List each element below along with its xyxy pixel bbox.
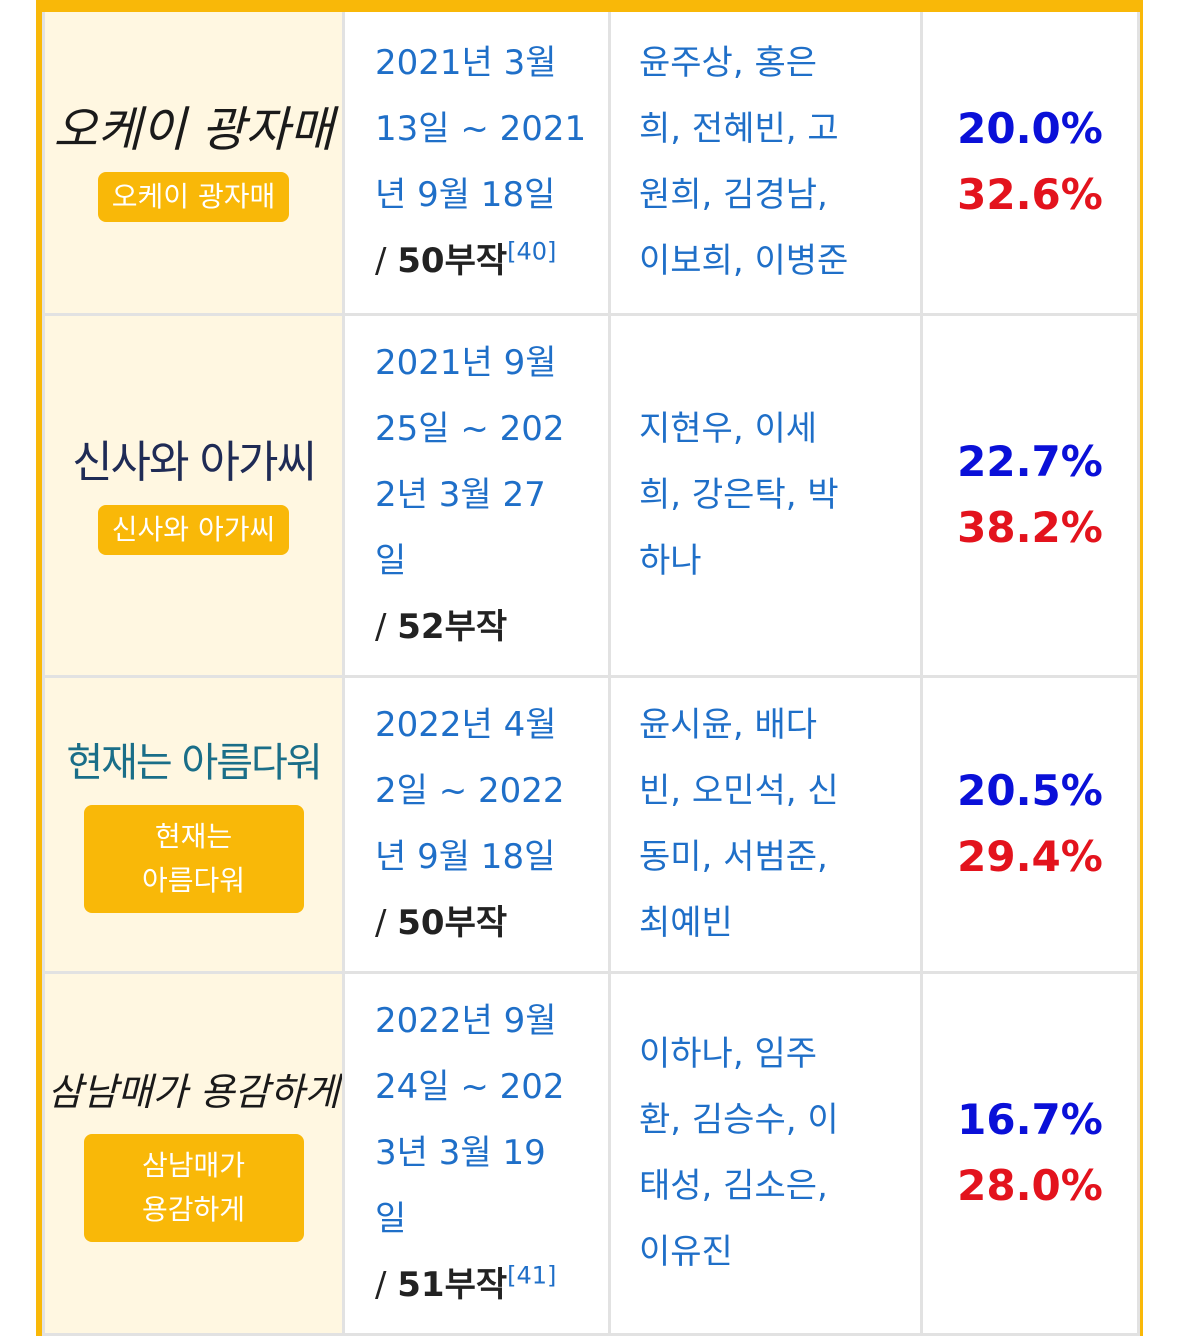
rating-min: 20.5% — [957, 766, 1103, 815]
program-logo-cell[interactable]: 삼남매가 용감하게 삼남매가 용감하게 — [42, 970, 345, 1336]
date-link[interactable]: 2022년 4월 — [375, 705, 557, 745]
program-logo-cell[interactable]: 오케이 광자매 오케이 광자매 — [42, 0, 345, 316]
table-row: 신사와 아가씨 신사와 아가씨 2021년 9월 25일 ~ 202 2년 3월… — [42, 312, 1140, 678]
cast-line[interactable]: 윤주상, 홍은 — [639, 43, 818, 84]
reference-link[interactable]: [41] — [507, 1261, 557, 1290]
cast-line[interactable]: 동미, 서범준, — [639, 837, 828, 877]
date-link[interactable]: 13일 ~ 2021 — [375, 109, 587, 150]
program-logo-image[interactable]: 삼남매가 용감하게 — [47, 1070, 340, 1114]
rating-max: 38.2% — [957, 503, 1103, 552]
cast-line[interactable]: 빈, 오민석, 신 — [639, 771, 839, 811]
program-logo-image[interactable]: 현재는 아름다워 — [66, 740, 322, 786]
program-logo-cell[interactable]: 현재는 아름다워 현재는 아름다워 — [42, 674, 345, 974]
cast-line[interactable]: 태성, 김소은, — [639, 1166, 828, 1206]
date-link[interactable]: 2021년 3월 — [375, 43, 557, 84]
program-logo-image[interactable]: 오케이 광자매 — [53, 102, 334, 159]
episode-count: / 50부작[40] — [375, 237, 557, 282]
cast-cell: 지현우, 이세 희, 강은탁, 박 하나 — [608, 312, 923, 678]
rating-max: 32.6% — [957, 170, 1103, 220]
broadcast-period-cell: 2021년 3월 13일 ~ 2021 년 9월 18일 / 50부작[40] — [342, 0, 611, 316]
cast-line[interactable]: 지현우, 이세 — [639, 409, 818, 449]
cast-line[interactable]: 이보희, 이병준 — [639, 241, 849, 282]
ratings-cell: 20.5% 29.4% — [920, 674, 1140, 974]
reference-link[interactable]: [40] — [507, 237, 557, 266]
cast-cell: 윤시윤, 배다 빈, 오민석, 신 동미, 서범준, 최예빈 — [608, 674, 923, 974]
program-title-badge[interactable]: 삼남매가 용감하게 — [83, 1134, 304, 1242]
cast-line[interactable]: 하나 — [639, 541, 702, 581]
date-link[interactable]: 3년 3월 19 — [375, 1133, 546, 1173]
drama-table: 오케이 광자매 오케이 광자매 2021년 3월 13일 ~ 2021 년 9월… — [42, 0, 1140, 1336]
rating-min: 22.7% — [957, 437, 1103, 486]
rating-max: 29.4% — [957, 832, 1103, 881]
cast-line[interactable]: 희, 강은탁, 박 — [639, 475, 839, 515]
program-logo-image[interactable]: 신사와 아가씨 — [72, 437, 317, 488]
cast-cell: 이하나, 임주 환, 김승수, 이 태성, 김소은, 이유진 — [608, 970, 923, 1336]
broadcast-period-cell: 2022년 4월 2일 ~ 2022 년 9월 18일 / 50부작 — [342, 674, 611, 974]
episode-count: / 51부작[41] — [375, 1261, 557, 1305]
cast-line[interactable]: 환, 김승수, 이 — [639, 1100, 839, 1140]
ratings-cell: 22.7% 38.2% — [920, 312, 1140, 678]
date-link[interactable]: 일 — [375, 1199, 407, 1239]
date-link[interactable]: 2021년 9월 — [375, 343, 557, 383]
program-title-badge[interactable]: 신사와 아가씨 — [97, 505, 290, 555]
table-frame — [36, 0, 1143, 1336]
table-row: 현재는 아름다워 현재는 아름다워 2022년 4월 2일 ~ 2022 년 9월… — [42, 674, 1140, 974]
date-link[interactable]: 24일 ~ 202 — [375, 1067, 565, 1107]
cast-line[interactable]: 이하나, 임주 — [639, 1034, 818, 1074]
date-link[interactable]: 일 — [375, 541, 407, 581]
episode-count: / 52부작 — [375, 607, 508, 647]
rating-min: 20.0% — [957, 104, 1103, 154]
ratings-cell: 16.7% 28.0% — [920, 970, 1140, 1336]
episode-count: / 50부작 — [375, 903, 508, 943]
rating-min: 16.7% — [957, 1095, 1103, 1144]
cast-line[interactable]: 이유진 — [639, 1232, 733, 1272]
date-link[interactable]: 2022년 9월 — [375, 1001, 557, 1041]
cast-line[interactable]: 최예빈 — [639, 903, 733, 943]
program-title-badge[interactable]: 현재는 아름다워 — [83, 805, 304, 913]
date-link[interactable]: 25일 ~ 202 — [375, 409, 565, 449]
program-logo-cell[interactable]: 신사와 아가씨 신사와 아가씨 — [42, 312, 345, 678]
date-link[interactable]: 년 9월 18일 — [375, 175, 556, 216]
cast-line[interactable]: 희, 전혜빈, 고 — [639, 109, 839, 150]
date-link[interactable]: 2일 ~ 2022 — [375, 771, 565, 811]
cast-cell: 윤주상, 홍은 희, 전혜빈, 고 원희, 김경남, 이보희, 이병준 — [608, 0, 923, 316]
date-link[interactable]: 2년 3월 27 — [375, 475, 546, 515]
broadcast-period-cell: 2022년 9월 24일 ~ 202 3년 3월 19 일 / 51부작[41] — [342, 970, 611, 1336]
date-link[interactable]: 년 9월 18일 — [375, 837, 556, 877]
cast-line[interactable]: 윤시윤, 배다 — [639, 705, 818, 745]
broadcast-period-cell: 2021년 9월 25일 ~ 202 2년 3월 27 일 / 52부작 — [342, 312, 611, 678]
table-row: 삼남매가 용감하게 삼남매가 용감하게 2022년 9월 24일 ~ 202 3년… — [42, 970, 1140, 1336]
cast-line[interactable]: 원희, 김경남, — [639, 175, 828, 216]
ratings-cell: 20.0% 32.6% — [920, 0, 1140, 316]
program-title-badge[interactable]: 오케이 광자매 — [97, 172, 290, 223]
rating-max: 28.0% — [957, 1161, 1103, 1210]
table-row: 오케이 광자매 오케이 광자매 2021년 3월 13일 ~ 2021 년 9월… — [42, 0, 1140, 316]
